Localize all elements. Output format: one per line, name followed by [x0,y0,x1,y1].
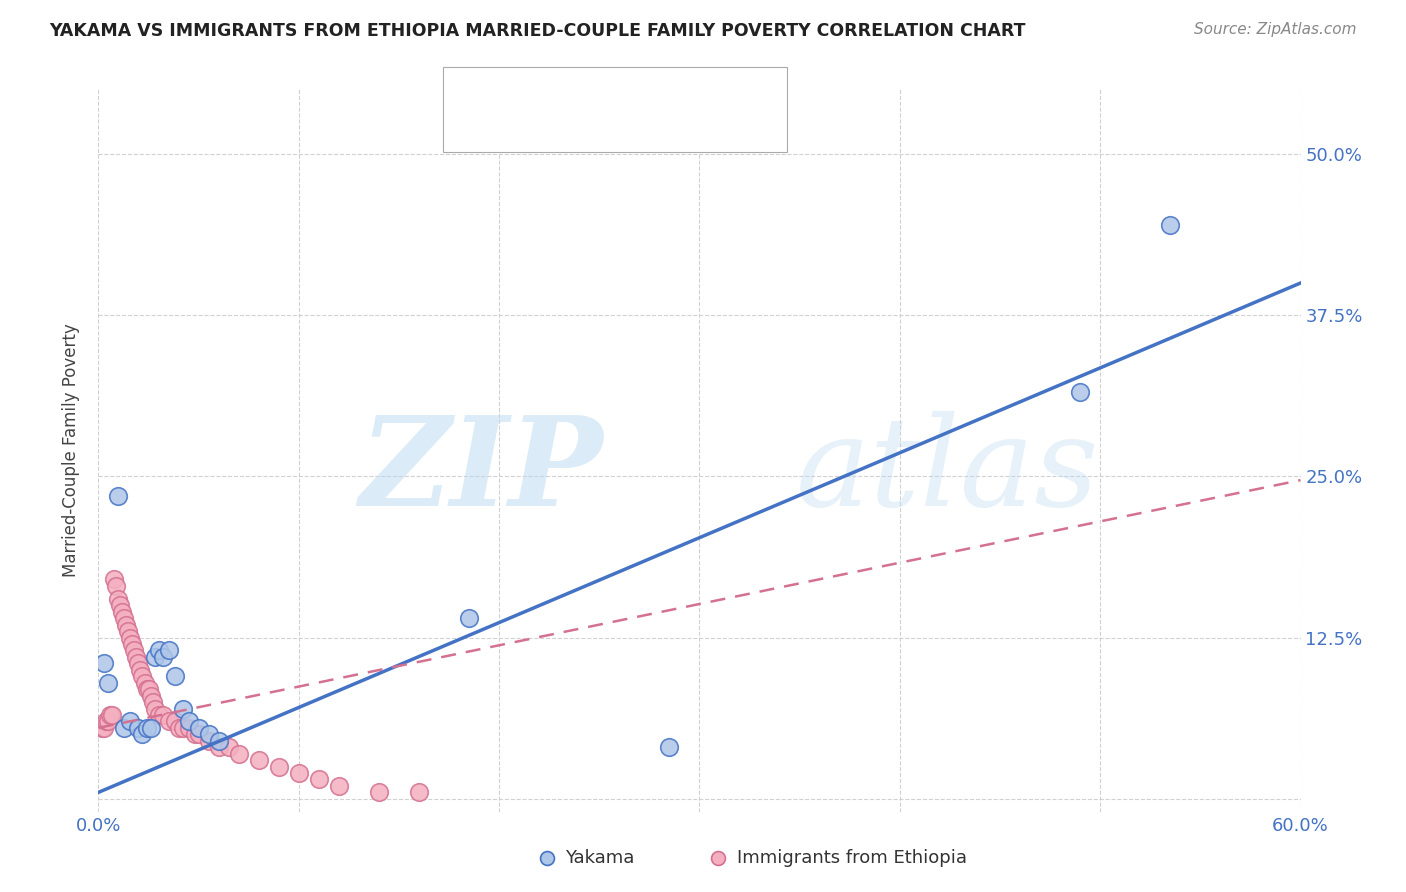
Point [208,733,231,747]
Point [114,721,136,735]
Point [97,675,120,690]
Point [93,721,115,735]
Point [152,649,174,664]
Point [152,708,174,723]
Point [131,727,153,741]
Text: 47: 47 [617,119,643,136]
Point [157,714,180,729]
Point [208,740,231,755]
Point [658,740,681,755]
Point [1159,218,1181,232]
Text: ZIP: ZIP [360,411,603,533]
Point [163,714,186,729]
Point [114,611,136,625]
Text: Immigrants from Ethiopia: Immigrants from Ethiopia [737,849,967,867]
Point [139,721,162,735]
Point [707,851,730,865]
Point [143,649,166,664]
Point [101,708,124,723]
Point [131,669,153,683]
Point [105,579,128,593]
Point [408,785,430,799]
Point [197,727,219,741]
Point [107,489,129,503]
Point [288,766,311,780]
Point [267,759,290,773]
Point [124,643,146,657]
Point [228,747,250,761]
Point [461,120,484,135]
Point [129,663,152,677]
Point [96,714,118,729]
Point [148,643,170,657]
Point [91,721,114,735]
Point [187,727,209,741]
Text: N =: N = [586,83,626,101]
Point [536,851,558,865]
Point [121,637,143,651]
Point [120,631,142,645]
Point [120,714,142,729]
Point [148,708,170,723]
Point [141,695,163,709]
Point [103,573,125,587]
Point [143,701,166,715]
Point [368,785,391,799]
Y-axis label: Married-Couple Family Poverty: Married-Couple Family Poverty [62,324,80,577]
Point [172,701,194,715]
Point [1069,385,1091,400]
Point [458,611,481,625]
Point [117,624,139,639]
Point [128,721,150,735]
Text: Yakama: Yakama [565,849,634,867]
Text: 0.165: 0.165 [522,119,578,136]
Point [111,605,134,619]
Point [135,682,157,697]
Point [110,599,132,613]
Text: 23: 23 [617,83,643,101]
Point [247,753,270,767]
Point [125,649,148,664]
Point [218,740,240,755]
Point [107,591,129,606]
Text: R =: R = [491,83,530,101]
Text: atlas: atlas [796,411,1099,533]
Point [100,708,122,723]
Point [163,669,186,683]
Text: 0.847: 0.847 [522,83,579,101]
Point [177,714,200,729]
Point [167,721,190,735]
Point [172,721,194,735]
Point [177,721,200,735]
Point [157,643,180,657]
Point [134,675,156,690]
Text: R =: R = [491,119,530,136]
Point [138,682,160,697]
Point [461,85,484,99]
Point [187,721,209,735]
Text: YAKAMA VS IMMIGRANTS FROM ETHIOPIA MARRIED-COUPLE FAMILY POVERTY CORRELATION CHA: YAKAMA VS IMMIGRANTS FROM ETHIOPIA MARRI… [49,22,1026,40]
Point [93,657,115,671]
Point [128,657,150,671]
Point [183,727,205,741]
Text: Source: ZipAtlas.com: Source: ZipAtlas.com [1194,22,1357,37]
Point [135,721,157,735]
Point [139,689,162,703]
Point [97,714,120,729]
Text: N =: N = [586,119,626,136]
Point [328,779,350,793]
Point [115,617,138,632]
Point [308,772,330,787]
Point [197,733,219,747]
